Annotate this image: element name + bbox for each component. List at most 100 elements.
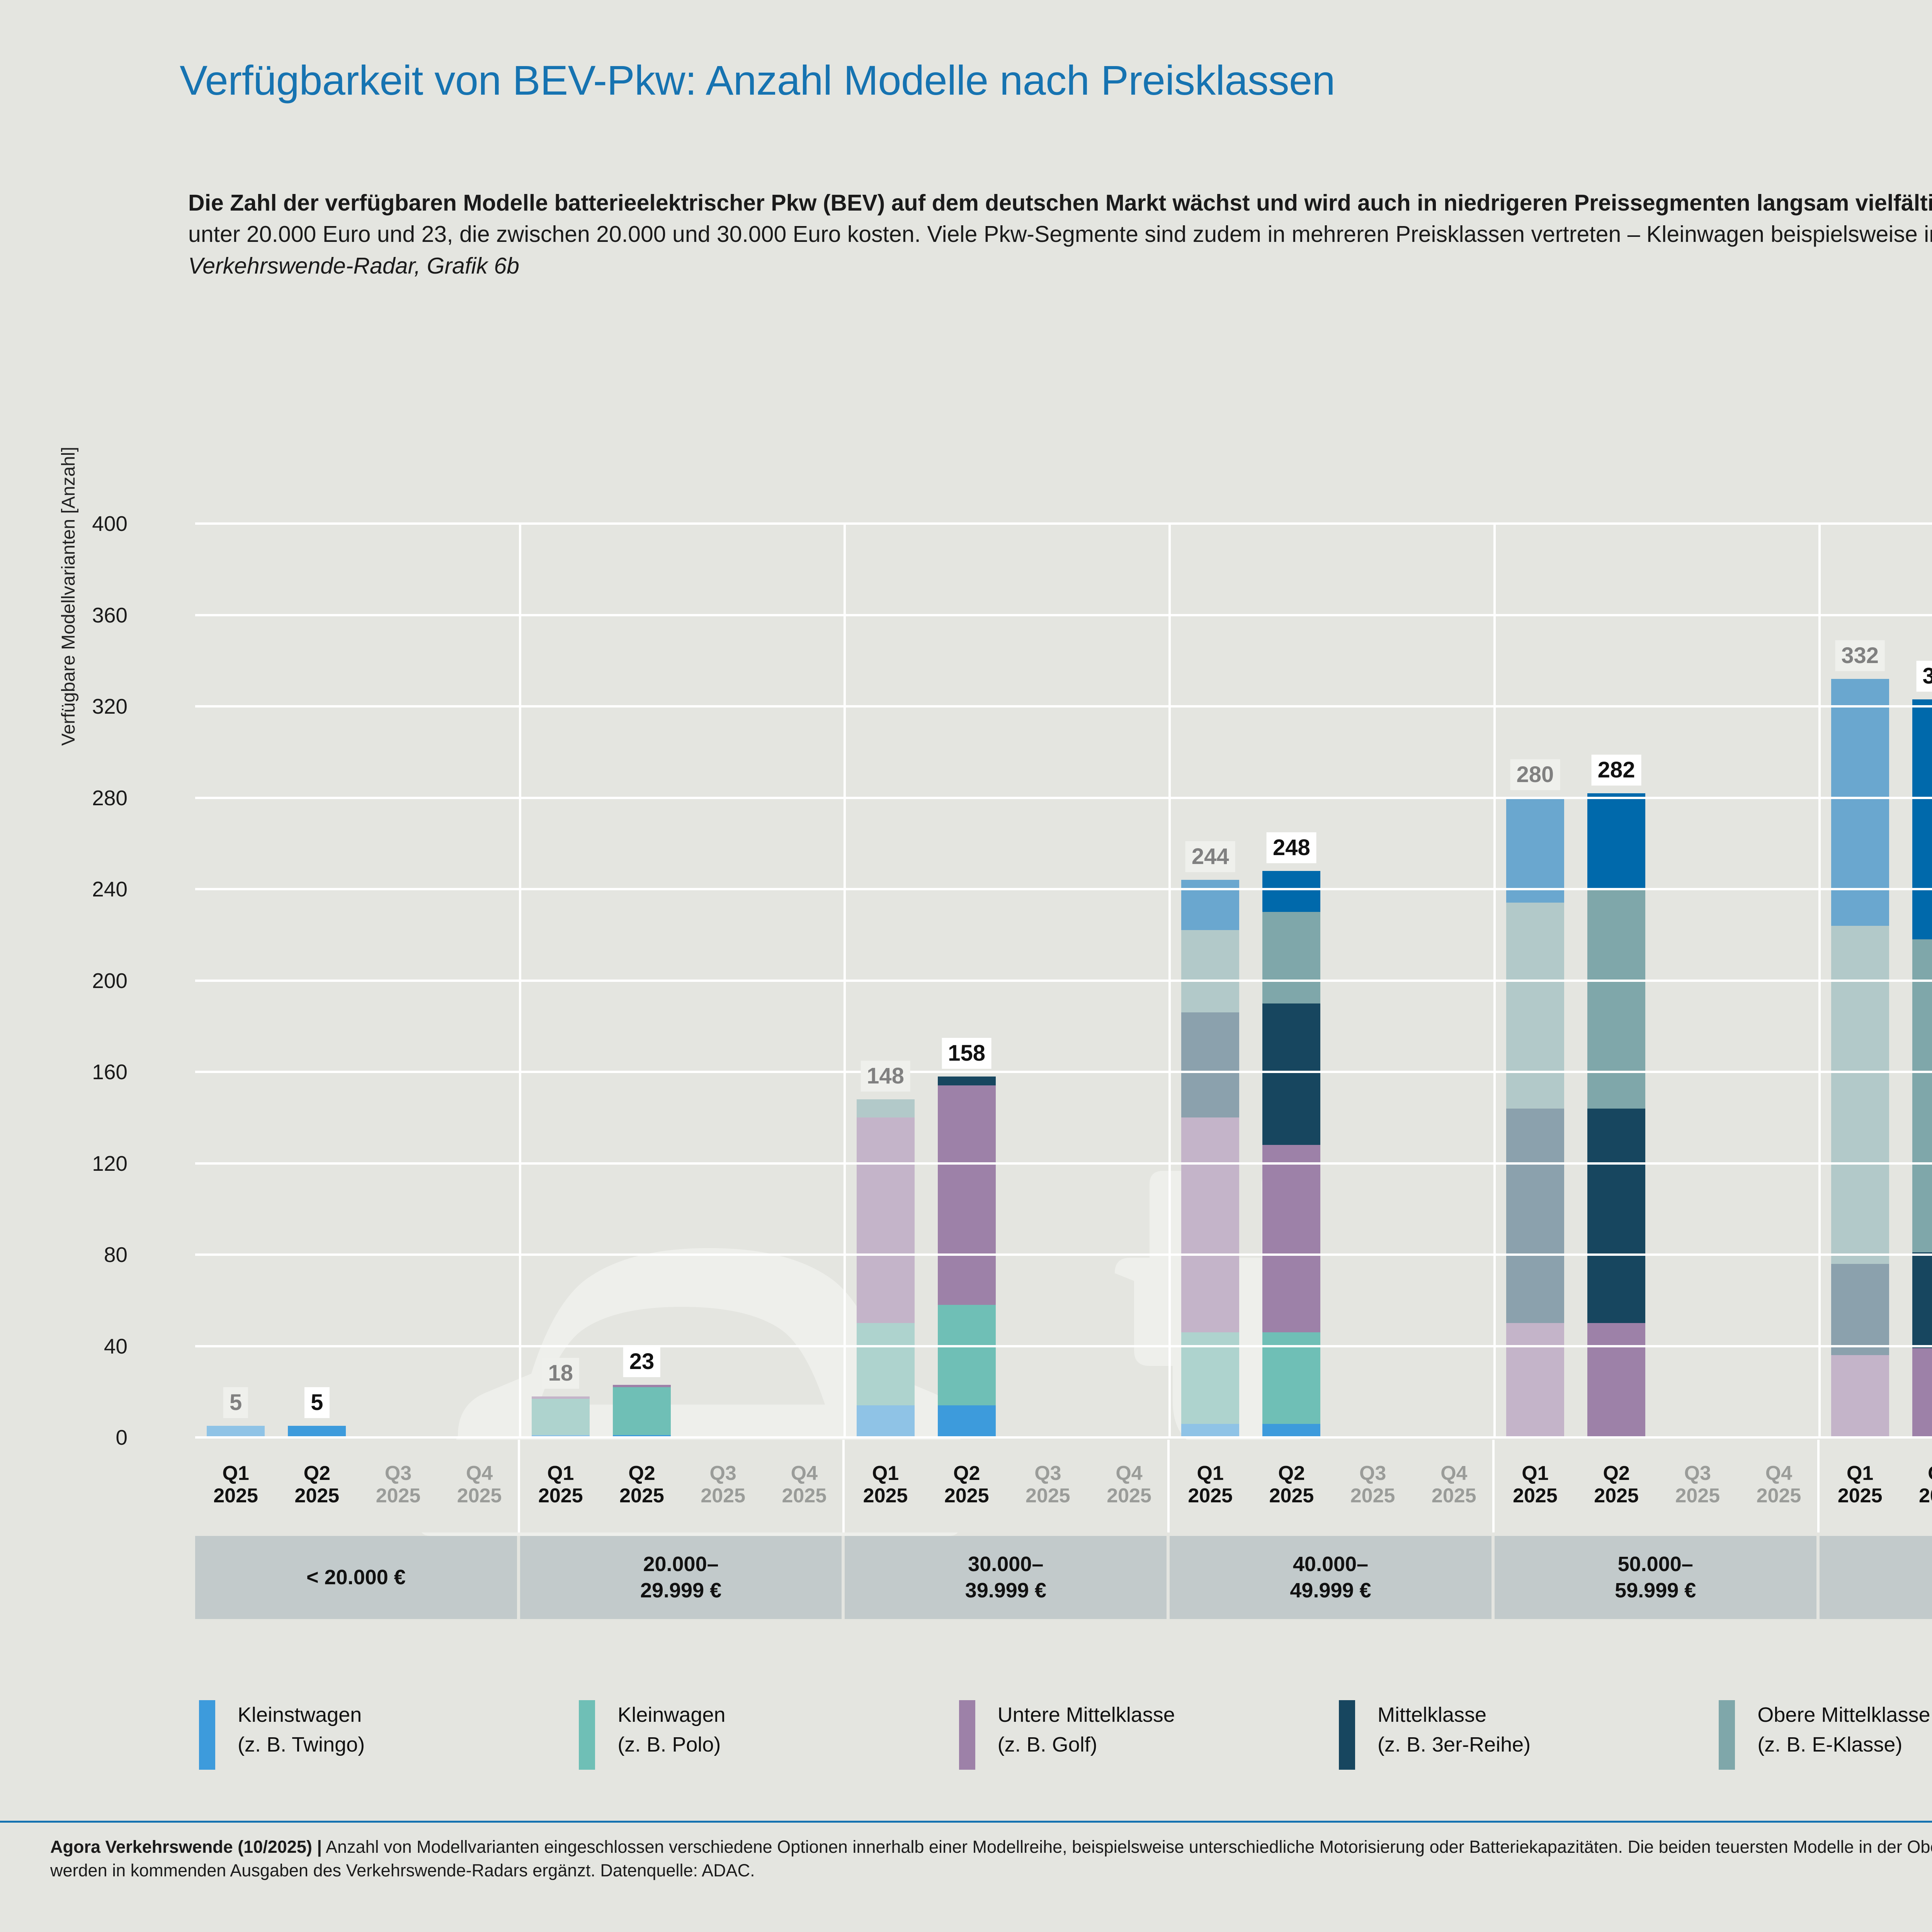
bar-segment bbox=[1181, 1117, 1240, 1333]
bar-segment bbox=[1912, 699, 1932, 940]
x-tick-q1: Q1 2025 bbox=[538, 1462, 583, 1507]
gridline bbox=[195, 522, 1932, 525]
price-class-label: 60.000–70.000 € bbox=[1819, 1536, 1932, 1619]
bar-segment bbox=[1587, 889, 1646, 1109]
gridline bbox=[195, 796, 1932, 799]
y-tick-label: 240 bbox=[92, 877, 128, 901]
y-tick-label: 40 bbox=[104, 1334, 128, 1358]
bar-value-label: 158 bbox=[942, 1037, 992, 1069]
quarter-cell bbox=[520, 1440, 845, 1532]
bar-segment bbox=[1587, 793, 1646, 889]
y-tick-label: 400 bbox=[92, 512, 128, 536]
bar-q1[interactable] bbox=[856, 1099, 915, 1437]
footer-source: Agora Verkehrswende (10/2025) | bbox=[50, 1837, 322, 1857]
legend-item[interactable]: Mittelklasse (z. B. 3er-Reihe) bbox=[1339, 1700, 1531, 1770]
y-tick-label: 0 bbox=[116, 1425, 128, 1449]
bar-q2[interactable] bbox=[288, 1426, 346, 1437]
gridline bbox=[195, 705, 1932, 707]
bar-segment bbox=[856, 1323, 915, 1406]
bar-q1[interactable] bbox=[1506, 798, 1564, 1437]
legend: Kleinstwagen (z. B. Twingo) Kleinwagen (z. … bbox=[195, 1700, 1932, 1774]
bar-q2[interactable] bbox=[937, 1076, 996, 1437]
bar-segment bbox=[1181, 880, 1240, 930]
bar-segment bbox=[1262, 871, 1321, 912]
group-separator bbox=[519, 524, 521, 1437]
bar-segment bbox=[856, 1117, 915, 1323]
bar-segment bbox=[937, 1085, 996, 1305]
bar-q1[interactable] bbox=[207, 1426, 265, 1437]
x-tick-q4: Q4 2025 bbox=[1107, 1462, 1151, 1507]
bar-value-label: 280 bbox=[1510, 759, 1560, 790]
group-separator bbox=[1818, 524, 1821, 1437]
y-tick-label: 160 bbox=[92, 1060, 128, 1084]
bar-segment bbox=[1506, 1108, 1564, 1323]
x-tick-q3: Q3 2025 bbox=[1350, 1462, 1395, 1507]
bar-q2[interactable] bbox=[1912, 699, 1932, 1437]
legend-label: Mittelklasse (z. B. 3er-Reihe) bbox=[1378, 1703, 1531, 1756]
x-tick-q3: Q3 2025 bbox=[376, 1462, 421, 1507]
bar-segment bbox=[288, 1426, 346, 1437]
x-tick-q3: Q3 2025 bbox=[701, 1462, 745, 1507]
bar-value-label: 18 bbox=[542, 1357, 580, 1389]
group-separator bbox=[844, 524, 846, 1437]
footer-note: Agora Verkehrswende (10/2025) | Anzahl v… bbox=[50, 1835, 1932, 1883]
y-tick-label: 320 bbox=[92, 694, 128, 718]
bar-segment bbox=[937, 1305, 996, 1406]
x-tick-q1: Q1 2025 bbox=[1513, 1462, 1558, 1507]
gridline bbox=[195, 1436, 1932, 1439]
bar-segment bbox=[1181, 1012, 1240, 1118]
bar-segment bbox=[1181, 1332, 1240, 1424]
bar-q2[interactable] bbox=[1587, 793, 1646, 1437]
quarter-cell bbox=[1170, 1440, 1495, 1532]
gridline bbox=[195, 1345, 1932, 1347]
bar-value-label: 332 bbox=[1835, 640, 1885, 672]
page-title: Verfügbarkeit von BEV-Pkw: Anzahl Modell… bbox=[180, 57, 1335, 104]
gridline bbox=[195, 888, 1932, 890]
bar-segment bbox=[856, 1405, 915, 1437]
gridline bbox=[195, 1253, 1932, 1256]
y-tick-label: 360 bbox=[92, 603, 128, 627]
y-tick-label: 120 bbox=[92, 1151, 128, 1175]
bar-segment bbox=[1587, 1323, 1646, 1437]
bar-q1[interactable] bbox=[1181, 880, 1240, 1437]
bar-q2[interactable] bbox=[612, 1385, 671, 1437]
footer-text: Anzahl von Modellvarianten eingeschlosse… bbox=[50, 1837, 1932, 1880]
plot-canvas: 551823148158244248280282332323358377 bbox=[195, 522, 1932, 1580]
bar-segment bbox=[856, 1099, 915, 1118]
bar-segment bbox=[937, 1405, 996, 1437]
subtitle: Die Zahl der verfügbaren Modelle batteri… bbox=[188, 187, 1932, 282]
bar-segment bbox=[1506, 1323, 1564, 1437]
x-tick-q3: Q3 2025 bbox=[1675, 1462, 1720, 1507]
bar-value-label: 248 bbox=[1267, 832, 1316, 863]
legend-swatch bbox=[959, 1700, 975, 1770]
bar-value-label: 148 bbox=[861, 1060, 910, 1092]
legend-item[interactable]: Kleinwagen (z. B. Polo) bbox=[579, 1700, 726, 1770]
gridline bbox=[195, 1162, 1932, 1165]
bar-segment bbox=[1831, 925, 1889, 1264]
legend-label: Kleinstwagen (z. B. Twingo) bbox=[238, 1703, 365, 1756]
bar-segment bbox=[1506, 798, 1564, 903]
x-tick-q1: Q1 2025 bbox=[1188, 1462, 1233, 1507]
bar-q1[interactable] bbox=[531, 1396, 590, 1437]
legend-item[interactable]: Untere Mittelklasse (z. B. Golf) bbox=[959, 1700, 1175, 1770]
bar-q1[interactable] bbox=[1831, 679, 1889, 1437]
legend-item[interactable]: Obere Mittelklasse (z. B. E-Klasse) bbox=[1719, 1700, 1930, 1770]
legend-item[interactable]: Kleinstwagen (z. B. Twingo) bbox=[199, 1700, 365, 1770]
legend-swatch bbox=[1339, 1700, 1355, 1770]
gridline bbox=[195, 1071, 1932, 1073]
x-tick-q4: Q4 2025 bbox=[457, 1462, 502, 1507]
bar-value-label: 323 bbox=[1916, 661, 1932, 692]
quarter-cell bbox=[195, 1440, 520, 1532]
bar-segment bbox=[1831, 1264, 1889, 1355]
bar-q2[interactable] bbox=[1262, 871, 1321, 1437]
group-separator bbox=[1493, 524, 1496, 1437]
bar-segment bbox=[207, 1426, 265, 1437]
x-tick-q4: Q4 2025 bbox=[782, 1462, 827, 1507]
